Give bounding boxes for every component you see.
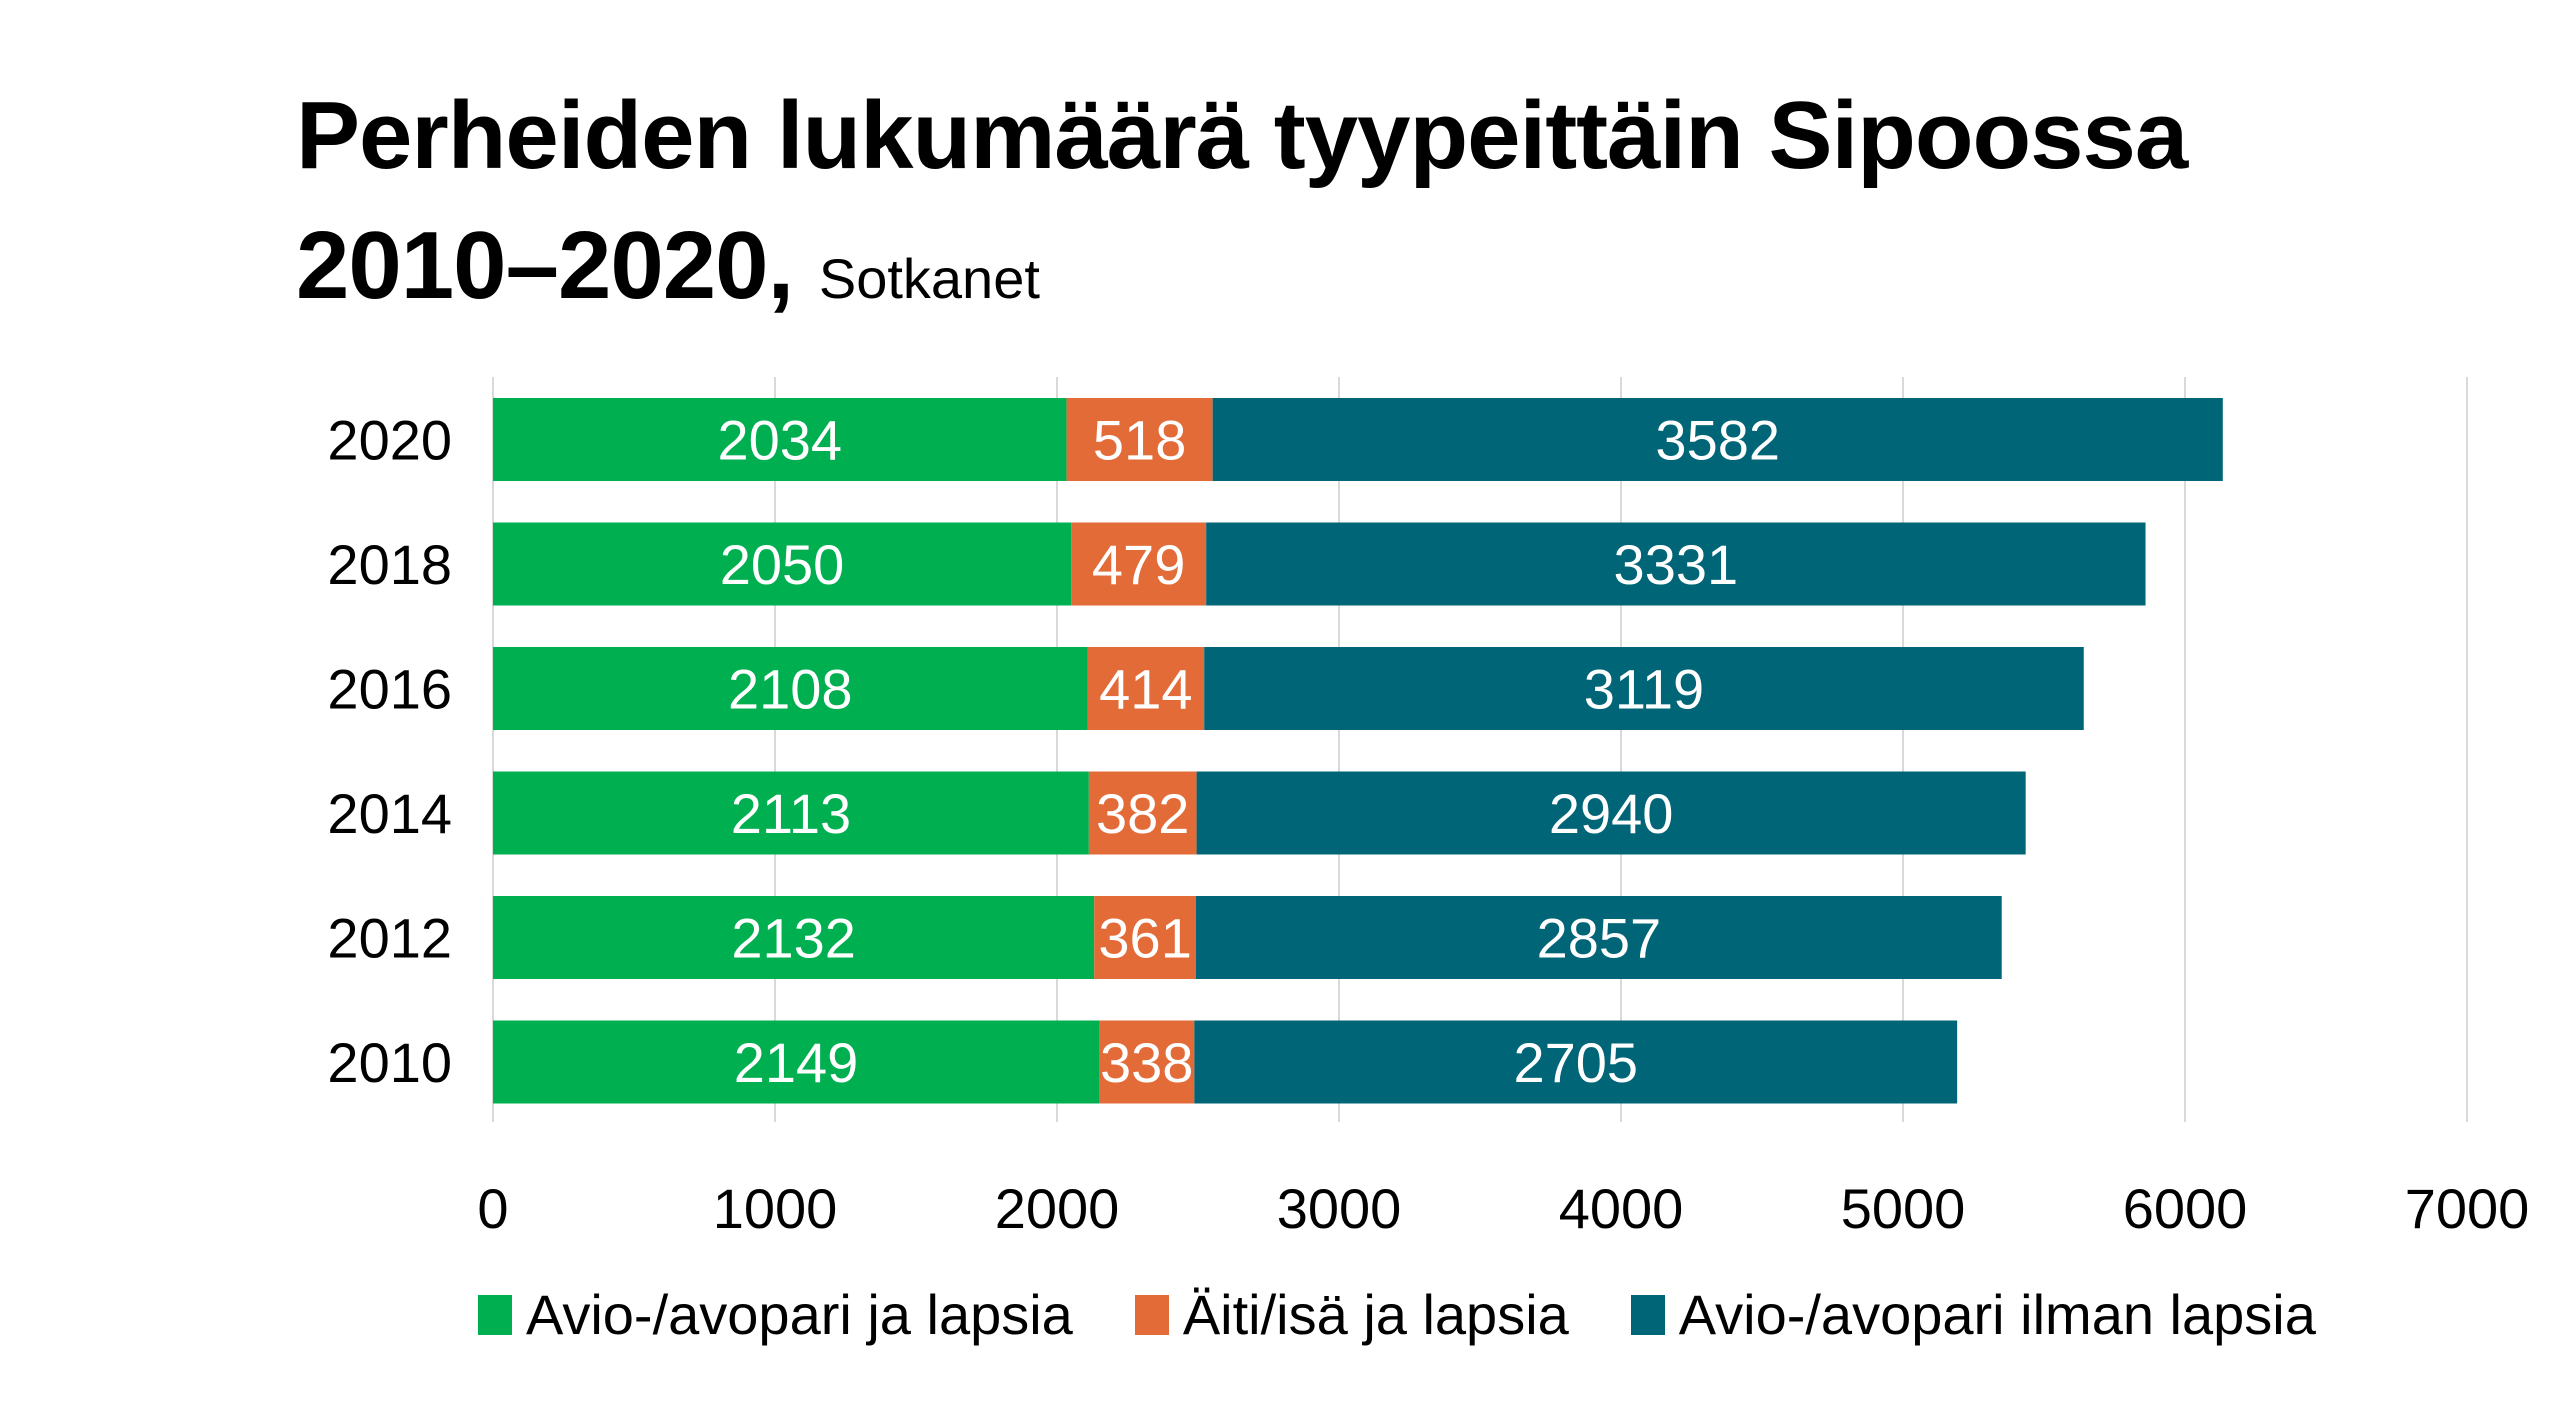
legend-label: Äiti/isä ja lapsia: [1182, 1283, 1569, 1346]
data-label: 3582: [1655, 409, 1780, 472]
legend-item: Avio-/avopari ilman lapsia: [1630, 1282, 2316, 1347]
bar-segment: [1196, 771, 2026, 855]
y-tick-label: 2012: [327, 907, 452, 970]
data-label: 3331: [1614, 533, 1739, 596]
chart-title-years: 2010–2020,: [296, 212, 794, 319]
bar-segment: [493, 771, 1089, 855]
x-tick-label: 6000: [2123, 1177, 2248, 1240]
legend: Avio-/avopari ja lapsia Äiti/isä ja lapsi…: [478, 1282, 2378, 1347]
data-label: 518: [1093, 409, 1186, 472]
data-label: 361: [1098, 907, 1191, 970]
data-label: 2034: [718, 409, 843, 472]
x-tick-label: 1000: [713, 1177, 838, 1240]
legend-swatch: [478, 1294, 512, 1335]
bar-segment: [1099, 1020, 1195, 1104]
data-label: 414: [1099, 658, 1192, 721]
data-label: 2113: [731, 782, 851, 845]
y-tick-label: 2016: [327, 658, 452, 721]
bar-segment: [493, 398, 1067, 481]
data-label: 2108: [728, 658, 853, 721]
bar-segment: [1071, 522, 1207, 606]
x-tick-label: 0: [477, 1177, 508, 1240]
bar-segment: [493, 1020, 1100, 1104]
x-tick-label: 2000: [995, 1177, 1120, 1240]
legend-item: Äiti/isä ja lapsia: [1134, 1282, 1569, 1347]
x-tick-label: 7000: [2405, 1177, 2530, 1240]
chart-source: Sotkanet: [818, 247, 1040, 310]
legend-item: Avio-/avopari ja lapsia: [478, 1282, 1073, 1347]
bar-segment: [493, 647, 1088, 730]
legend-label: Avio-/avopari ilman lapsia: [1678, 1283, 2316, 1346]
bar-segment: [1204, 647, 2084, 730]
bar-segment: [1088, 771, 1197, 855]
y-tick-label: 2018: [327, 533, 452, 596]
data-label: 2132: [731, 907, 856, 970]
gridlines: [492, 377, 2468, 1122]
bar-segment: [1087, 647, 1205, 730]
y-axis-labels: 2020 2018 2016 2014 2012 2010: [327, 409, 452, 1095]
legend-swatch: [1630, 1294, 1665, 1335]
data-label: 2149: [734, 1031, 859, 1094]
y-tick-label: 2020: [327, 409, 452, 472]
data-label: 3119: [1584, 658, 1704, 721]
bars: 2034 518 3582 2050 479 3331 2108 414 3119 2113 382…: [493, 398, 2223, 1104]
data-label: 479: [1092, 533, 1185, 596]
bar-segment: [1066, 398, 1213, 481]
bar-segment: [1206, 522, 2146, 606]
chart-title-line1: Perheiden lukumäärä tyypeittäin Sipoossa: [296, 82, 2188, 189]
y-tick-label: 2010: [327, 1031, 452, 1094]
bar-segment: [1212, 398, 2223, 481]
data-label: 2050: [720, 533, 845, 596]
bar-segment: [1094, 896, 1197, 979]
x-tick-label: 5000: [1841, 1177, 1966, 1240]
legend-swatch: [1134, 1294, 1169, 1335]
x-tick-label: 3000: [1277, 1177, 1402, 1240]
chart-title-line2: 2010–2020, Sotkanet: [296, 218, 1040, 314]
data-label: 2857: [1537, 907, 1662, 970]
bar-segment: [1196, 896, 2002, 979]
bar-segment: [493, 522, 1072, 606]
bar-segment: [1194, 1020, 1958, 1104]
data-label: 2705: [1513, 1031, 1638, 1094]
legend-label: Avio-/avopari ja lapsia: [526, 1283, 1073, 1346]
x-tick-label: 4000: [1559, 1177, 1684, 1240]
data-label: 338: [1100, 1031, 1193, 1094]
bar-segment: [493, 896, 1095, 979]
data-label: 382: [1096, 782, 1189, 845]
data-label: 2940: [1549, 782, 1674, 845]
x-axis-labels: 0 1000 2000 3000 4000 5000 6000 7000: [477, 1177, 2529, 1240]
y-tick-label: 2014: [327, 782, 452, 845]
